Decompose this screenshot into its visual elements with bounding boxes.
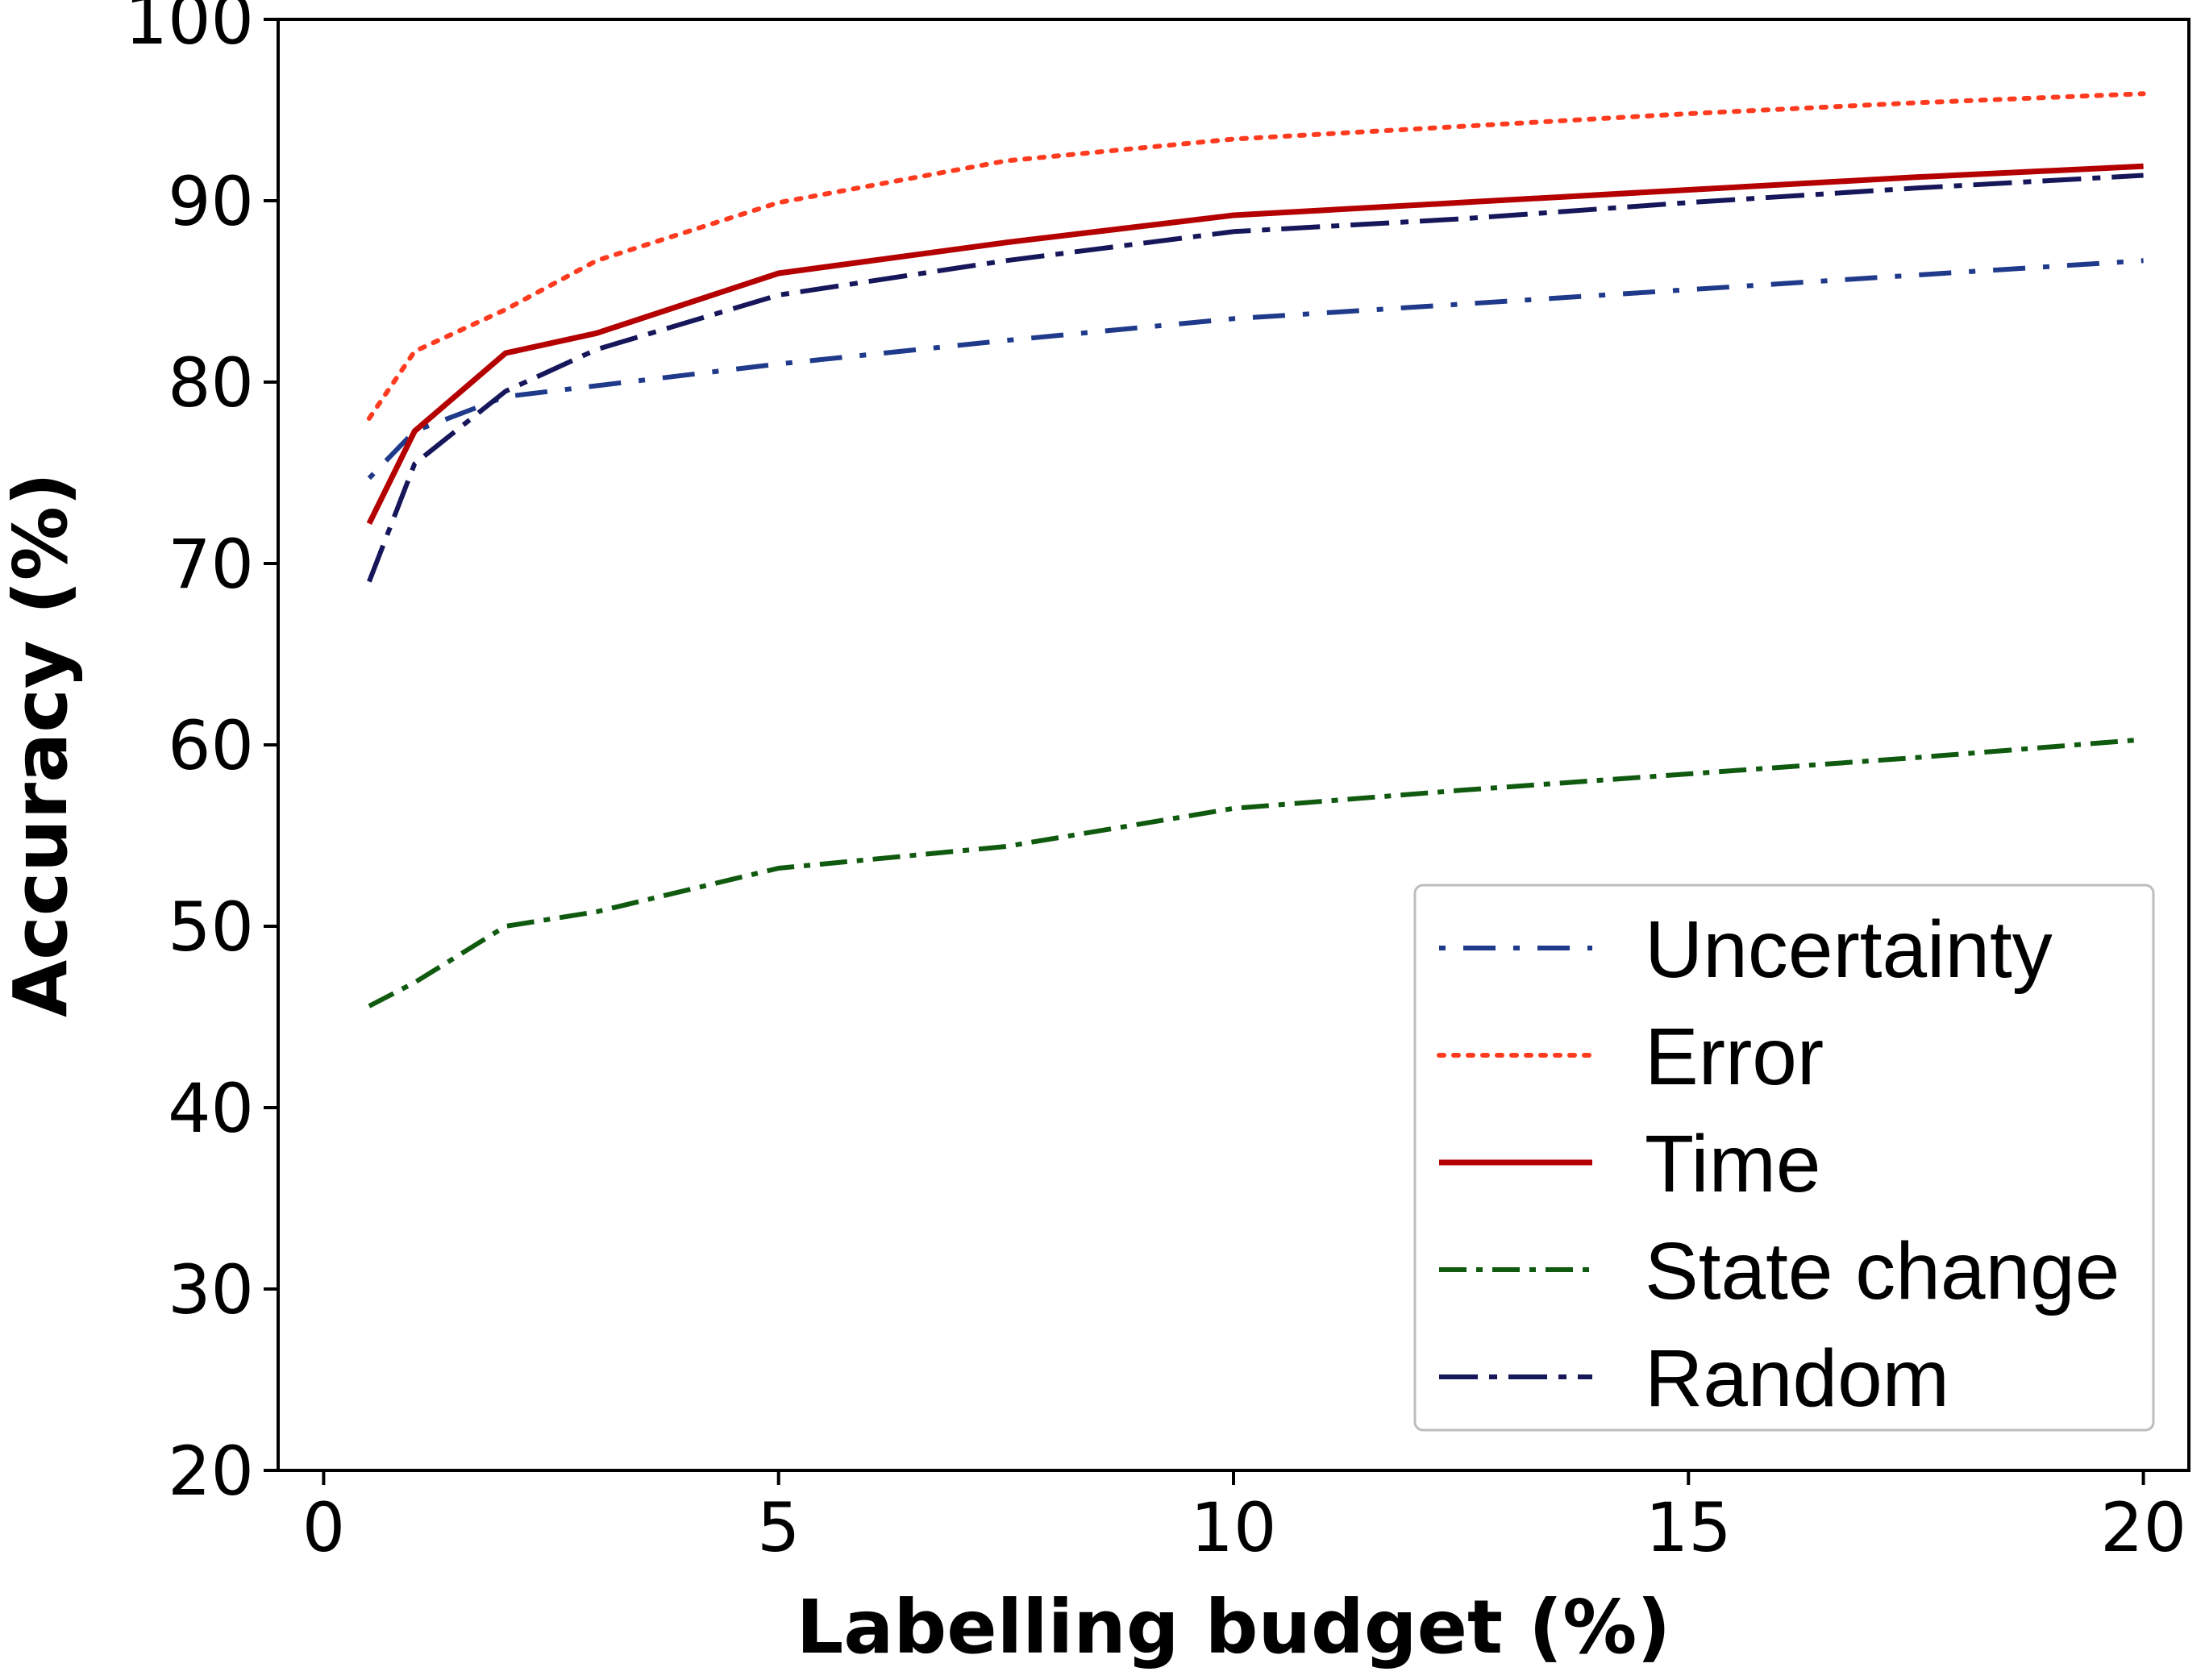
y-tick-label: 90 (168, 162, 254, 241)
x-tick-label: 10 (1191, 1488, 1277, 1567)
legend-label-random: Random (1645, 1333, 1949, 1424)
y-tick-label: 60 (168, 706, 254, 785)
y-axis-title: Accuracy (%) (0, 472, 84, 1017)
y-tick-label: 70 (168, 525, 254, 604)
series-line-time (366, 163, 2144, 526)
x-tick-label: 20 (2100, 1488, 2186, 1567)
legend-label-uncertainty: Uncertainty (1645, 904, 2053, 995)
x-tick-label: 15 (1645, 1488, 1732, 1567)
y-tick-label: 40 (168, 1069, 254, 1148)
series-line-random (367, 173, 2144, 583)
y-tick-label: 100 (125, 0, 254, 60)
legend-label-state-change: State change (1645, 1226, 2120, 1316)
legend-entries: Uncertainty Error Time State change Random (1437, 904, 2120, 1424)
x-tick-label: 0 (302, 1488, 345, 1567)
x-tick-label: 5 (757, 1488, 800, 1567)
y-tick-label: 80 (168, 343, 254, 422)
axis-ticks: 0 5 10 15 20 20 30 40 50 60 70 80 90 100 (125, 0, 2186, 1567)
y-tick-label: 30 (168, 1250, 254, 1329)
series-line-uncertainty (367, 258, 2144, 480)
y-tick-label: 20 (168, 1432, 254, 1511)
legend-label-time: Time (1645, 1119, 1821, 1209)
legend: Uncertainty Error Time State change Random (1413, 884, 2155, 1432)
series-layer (366, 91, 2146, 1008)
series-line-error (366, 91, 2146, 421)
legend-label-error: Error (1645, 1012, 1824, 1102)
legend-box (1413, 884, 2155, 1432)
y-tick-label: 50 (168, 888, 254, 967)
series-line-state-change (368, 737, 2144, 1008)
x-axis-title: Labelling budget (%) (797, 1584, 1671, 1670)
